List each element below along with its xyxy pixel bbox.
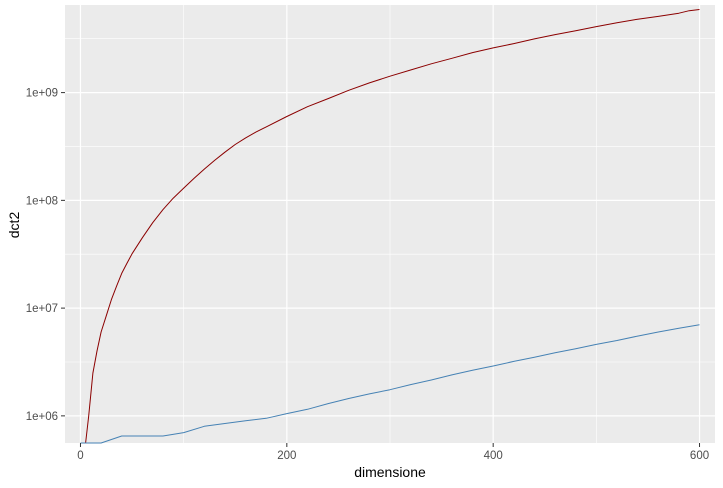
series-layer bbox=[80, 9, 700, 444]
x-axis-title: dimensione bbox=[354, 464, 426, 480]
x-tick-label: 200 bbox=[277, 450, 296, 462]
y-tick-label: 1e+08 bbox=[26, 195, 58, 207]
series-line-2 bbox=[80, 324, 700, 444]
y-axis-title: dct2 bbox=[6, 212, 22, 239]
x-tick-label: 0 bbox=[77, 450, 83, 462]
y-tick-label: 1e+07 bbox=[26, 303, 58, 315]
series-line-1 bbox=[85, 9, 700, 444]
y-tick-label: 1e+09 bbox=[26, 88, 58, 100]
x-axis: 0 200 400 600 bbox=[77, 443, 709, 462]
minor-gridlines bbox=[65, 5, 715, 443]
x-tick-label: 600 bbox=[690, 450, 709, 462]
major-gridlines bbox=[65, 5, 715, 443]
x-tick-label: 400 bbox=[484, 450, 503, 462]
y-axis: 1e+06 1e+07 1e+08 1e+09 bbox=[26, 88, 65, 423]
y-tick-label: 1e+06 bbox=[26, 411, 58, 423]
